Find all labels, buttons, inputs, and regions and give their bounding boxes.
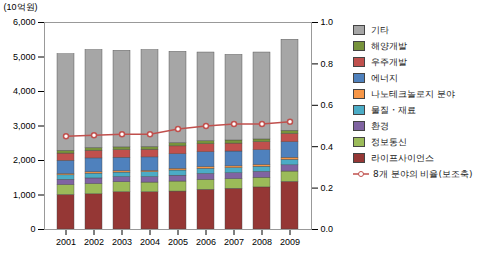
svg-text:4,000: 4,000 <box>13 86 36 96</box>
svg-text:5,000: 5,000 <box>13 52 36 62</box>
svg-text:1.0: 1.0 <box>321 17 334 27</box>
html-text:8개 분야의 비율(보조축): 8개 분야의 비율(보조축) <box>373 168 473 179</box>
svg-text:3,000: 3,000 <box>13 121 36 131</box>
svg-text:2002: 2002 <box>84 237 104 247</box>
svg-text:0.8: 0.8 <box>321 59 334 69</box>
html-text:기타: 기타 <box>371 24 389 35</box>
svg-text:0.0: 0.0 <box>321 224 334 234</box>
html-text:에너지: 에너지 <box>371 72 398 83</box>
html-text:우주개발: 우주개발 <box>371 56 407 67</box>
svg-text:2005: 2005 <box>168 237 188 247</box>
html-text:환경: 환경 <box>371 120 389 131</box>
svg-text:6,000: 6,000 <box>13 17 36 27</box>
html-text:물질・재료: 물질・재료 <box>371 104 416 115</box>
svg-text:2008: 2008 <box>252 237 272 247</box>
svg-text:2001: 2001 <box>56 237 76 247</box>
svg-text:2007: 2007 <box>224 237 244 247</box>
html-text:정보통신: 정보통신 <box>371 136 407 147</box>
html-text:해양개발: 해양개발 <box>371 40 407 51</box>
svg-text:2006: 2006 <box>196 237 216 247</box>
svg-text:2004: 2004 <box>140 237 160 247</box>
svg-text:2003: 2003 <box>112 237 132 247</box>
svg-text:0.4: 0.4 <box>321 142 334 152</box>
svg-text:2009: 2009 <box>280 237 300 247</box>
svg-text:0: 0 <box>30 224 35 234</box>
html-text:라이프사이언스: 라이프사이언스 <box>371 152 434 163</box>
html-text:나노테크놀로지 분야: 나노테크놀로지 분야 <box>371 88 455 99</box>
svg-text:2,000: 2,000 <box>13 155 36 165</box>
svg-text:0.2: 0.2 <box>321 183 334 193</box>
svg-text:(10억원): (10억원) <box>4 2 38 12</box>
svg-text:1,000: 1,000 <box>13 190 36 200</box>
svg-text:0.6: 0.6 <box>321 100 334 110</box>
